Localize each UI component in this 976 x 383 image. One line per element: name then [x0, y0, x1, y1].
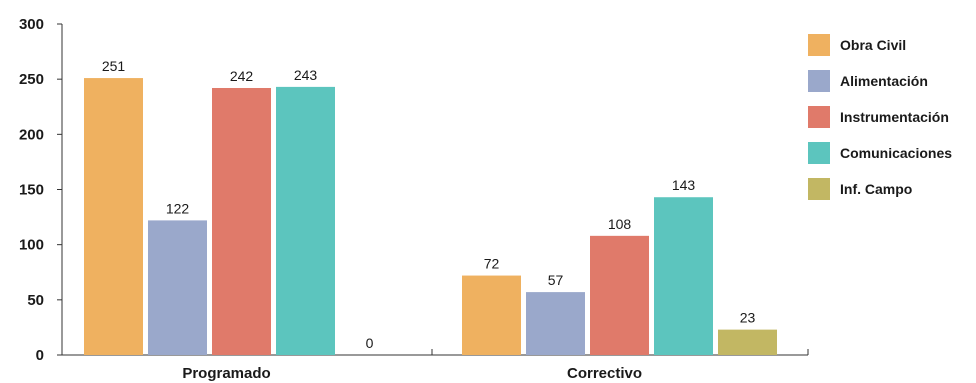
bar [276, 86, 335, 355]
chart-legend: Obra Civil Alimentación Instrumentación Com… [808, 34, 952, 200]
bar [654, 197, 713, 355]
legend-label: Inf. Campo [840, 181, 912, 197]
legend-swatch [808, 106, 830, 128]
y-axis-ticks: 0 50 100 150 200 250 300 [19, 16, 62, 364]
legend-swatch [808, 142, 830, 164]
data-labels: 251 122 242 243 0 72 57 108 143 23 [102, 58, 756, 351]
bar [212, 87, 271, 355]
legend-label: Alimentación [840, 73, 928, 89]
y-tick-label: 100 [19, 237, 44, 254]
bar [148, 220, 207, 355]
bar-value-label: 243 [294, 67, 318, 83]
bar-value-label: 242 [230, 68, 254, 84]
x-axis-categories: Programado Correctivo [182, 365, 642, 382]
bar [590, 235, 649, 355]
bar-value-label: 23 [740, 310, 756, 326]
legend-label: Obra Civil [840, 37, 906, 53]
y-tick-label: 300 [19, 16, 44, 33]
x-category-label: Correctivo [567, 365, 642, 382]
bar [462, 275, 521, 355]
bar [718, 329, 777, 355]
bar-value-label: 251 [102, 58, 126, 74]
bar-value-label: 72 [484, 256, 500, 272]
y-tick-label: 150 [19, 182, 44, 199]
legend-label: Comunicaciones [840, 145, 952, 161]
y-tick-label: 0 [36, 347, 44, 364]
y-tick-label: 50 [27, 292, 44, 309]
x-category-label: Programado [182, 365, 270, 382]
y-tick-label: 200 [19, 126, 44, 143]
bar [84, 78, 143, 356]
legend-swatch [808, 34, 830, 56]
legend-swatch [808, 178, 830, 200]
chart-bars [84, 78, 777, 356]
bar-value-label: 108 [608, 216, 632, 232]
legend-label: Instrumentación [840, 109, 949, 125]
bar-value-label: 122 [166, 200, 190, 216]
bar [526, 292, 585, 355]
legend-swatch [808, 70, 830, 92]
bar-value-label: 143 [672, 177, 696, 193]
bar-value-label: 0 [366, 335, 374, 351]
bar-value-label: 57 [548, 272, 564, 288]
y-tick-label: 250 [19, 71, 44, 88]
